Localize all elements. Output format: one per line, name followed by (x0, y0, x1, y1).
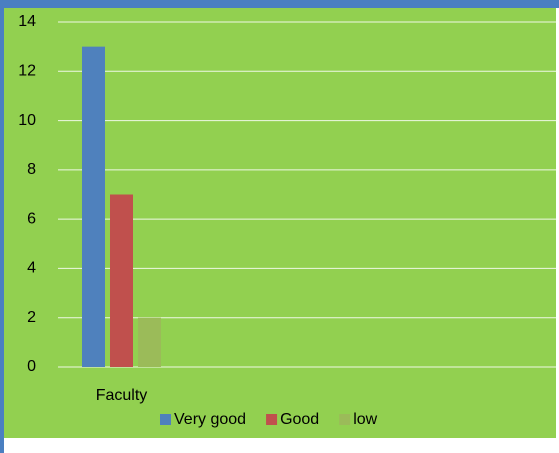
legend-label: Good (280, 411, 319, 428)
legend-label: low (353, 411, 377, 428)
y-tick-label: 2 (27, 309, 36, 326)
y-tick-label: 6 (27, 210, 36, 227)
legend-swatch (339, 414, 351, 425)
bar (138, 317, 161, 367)
legend-label: Very good (174, 411, 246, 428)
y-tick-label: 0 (27, 358, 36, 375)
y-tick-label: 4 (27, 260, 36, 277)
bar (82, 46, 105, 368)
top-border (0, 0, 559, 8)
y-tick-label: 14 (18, 13, 36, 30)
legend-swatch (266, 414, 278, 425)
x-tick-label: Faculty (96, 387, 148, 404)
legend-swatch (160, 414, 171, 425)
y-tick-label: 12 (18, 63, 36, 80)
left-border (0, 0, 4, 453)
bar (110, 194, 133, 367)
y-tick-label: 8 (27, 161, 36, 178)
y-tick-label: 10 (18, 112, 36, 129)
